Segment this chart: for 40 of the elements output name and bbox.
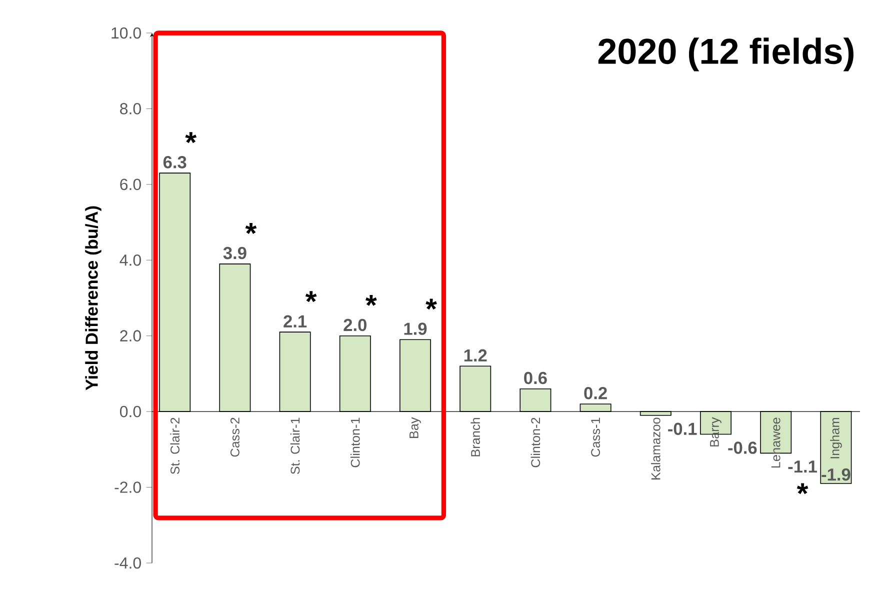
y-tick-label: 2.0 [120,330,141,342]
data-label: 1.2 [464,349,487,362]
x-tick-label: Kalamazoo [651,418,660,480]
y-tick-label: 6.0 [120,178,141,190]
annotation: * [796,483,808,494]
data-label: 1.9 [404,322,427,335]
data-label: 3.9 [223,246,246,260]
data-label: 0.6 [524,372,547,384]
data-label: 2.0 [344,318,366,332]
y-tick-label: 4.0 [120,254,141,266]
y-tick-label: 8.0 [120,103,141,114]
x-tick-label: Cass-2 [230,418,240,457]
x-tick-label: Ingham [830,418,842,458]
x-tick-label: Lenawee [771,418,780,468]
chart-title: 2020 (12 fields) [598,38,854,72]
data-label: 2.1 [284,315,307,328]
annotation: * [185,132,197,144]
data-label: -0.1 [668,422,697,435]
x-tick-label: Branch [470,418,480,456]
data-label: 6.3 [163,156,186,168]
annotation: * [366,294,377,306]
y-tick-label: -4.0 [114,557,141,569]
x-tick-label: Bay [410,417,421,438]
data-label: -1.9 [822,468,850,481]
y-axis-title: Yield Difference (bu/A) [85,206,102,390]
x-tick-label: St. Clair-1 [290,418,300,474]
x-tick-label: Clinton-1 [350,418,360,468]
data-label: -0.6 [728,442,757,454]
x-tick-label: Barry [710,417,722,446]
y-tick-label: 10.0 [112,27,141,39]
data-label: -1.1 [788,460,817,472]
annotation: * [305,291,317,302]
x-tick-label: Clinton-2 [530,418,540,468]
x-tick-label: Cass-1 [591,418,600,457]
y-tick-label: -2.0 [114,482,141,493]
annotation: * [245,223,257,234]
y-tick-label: 0.0 [120,406,141,418]
x-tick-label: St. Clair-2 [170,418,180,474]
data-label: 0.2 [584,387,607,400]
annotation: * [426,298,437,310]
